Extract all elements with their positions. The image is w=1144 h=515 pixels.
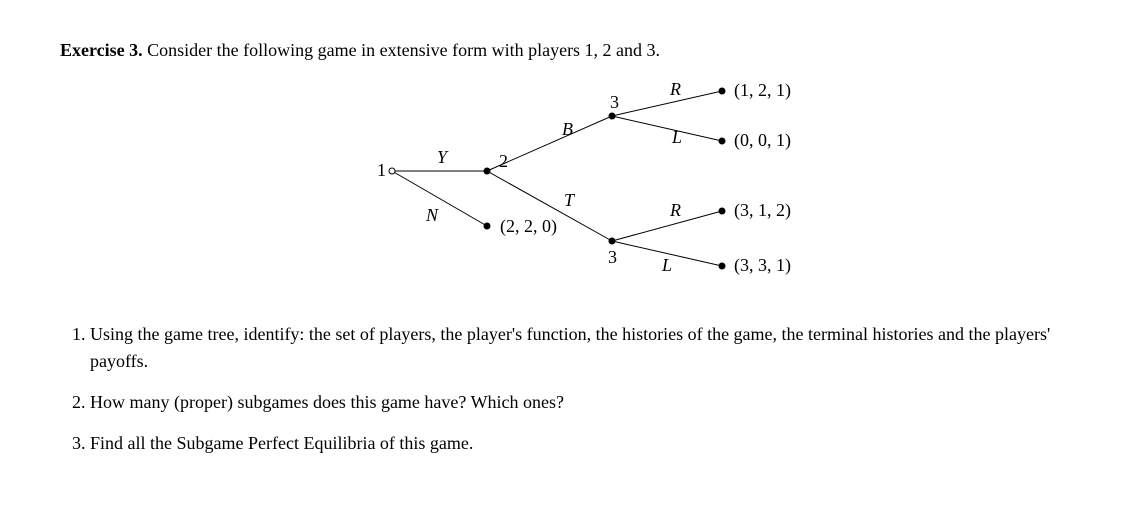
question-item: How many (proper) subgames does this gam… bbox=[90, 389, 1084, 416]
edge-label: R bbox=[669, 200, 681, 220]
edge-label: L bbox=[671, 127, 682, 147]
tree-edge bbox=[612, 116, 722, 141]
exercise-text: Consider the following game in extensive… bbox=[147, 40, 660, 60]
tree-node bbox=[719, 208, 725, 214]
node-label: (0, 0, 1) bbox=[734, 130, 791, 151]
exercise-label: Exercise 3. bbox=[60, 40, 143, 60]
edge-label: L bbox=[661, 255, 672, 275]
game-tree-svg: Y N B T R L R L 1 2 (2, 2, 0) 3 3 (1, 2, 1) (0, 0, 1) (… bbox=[352, 81, 792, 291]
node-label: 1 bbox=[377, 160, 386, 180]
tree-node bbox=[389, 168, 395, 174]
tree-node bbox=[609, 113, 615, 119]
node-label: (1, 2, 1) bbox=[734, 81, 791, 101]
questions-list: Using the game tree, identify: the set o… bbox=[60, 321, 1084, 457]
node-label: 2 bbox=[499, 151, 508, 171]
node-label: (2, 2, 0) bbox=[500, 216, 557, 237]
tree-node bbox=[719, 138, 725, 144]
node-label: (3, 3, 1) bbox=[734, 255, 791, 276]
tree-node bbox=[484, 168, 490, 174]
tree-edge bbox=[392, 171, 487, 226]
edge-label: T bbox=[564, 190, 576, 210]
tree-node bbox=[484, 223, 490, 229]
tree-edge bbox=[612, 91, 722, 116]
edge-label: R bbox=[669, 81, 681, 99]
edge-label: N bbox=[425, 205, 439, 225]
node-label: (3, 1, 2) bbox=[734, 200, 791, 221]
tree-node bbox=[609, 238, 615, 244]
edge-label: Y bbox=[437, 147, 449, 167]
edge-label: B bbox=[562, 119, 573, 139]
tree-node bbox=[719, 88, 725, 94]
question-item: Find all the Subgame Perfect Equilibria … bbox=[90, 430, 1084, 457]
tree-node bbox=[719, 263, 725, 269]
node-label: 3 bbox=[610, 92, 619, 112]
tree-edge bbox=[612, 211, 722, 241]
question-item: Using the game tree, identify: the set o… bbox=[90, 321, 1084, 375]
game-tree-container: Y N B T R L R L 1 2 (2, 2, 0) 3 3 (1, 2, 1) (0, 0, 1) (… bbox=[60, 81, 1084, 291]
exercise-header: Exercise 3. Consider the following game … bbox=[60, 40, 1084, 61]
node-label: 3 bbox=[608, 247, 617, 267]
